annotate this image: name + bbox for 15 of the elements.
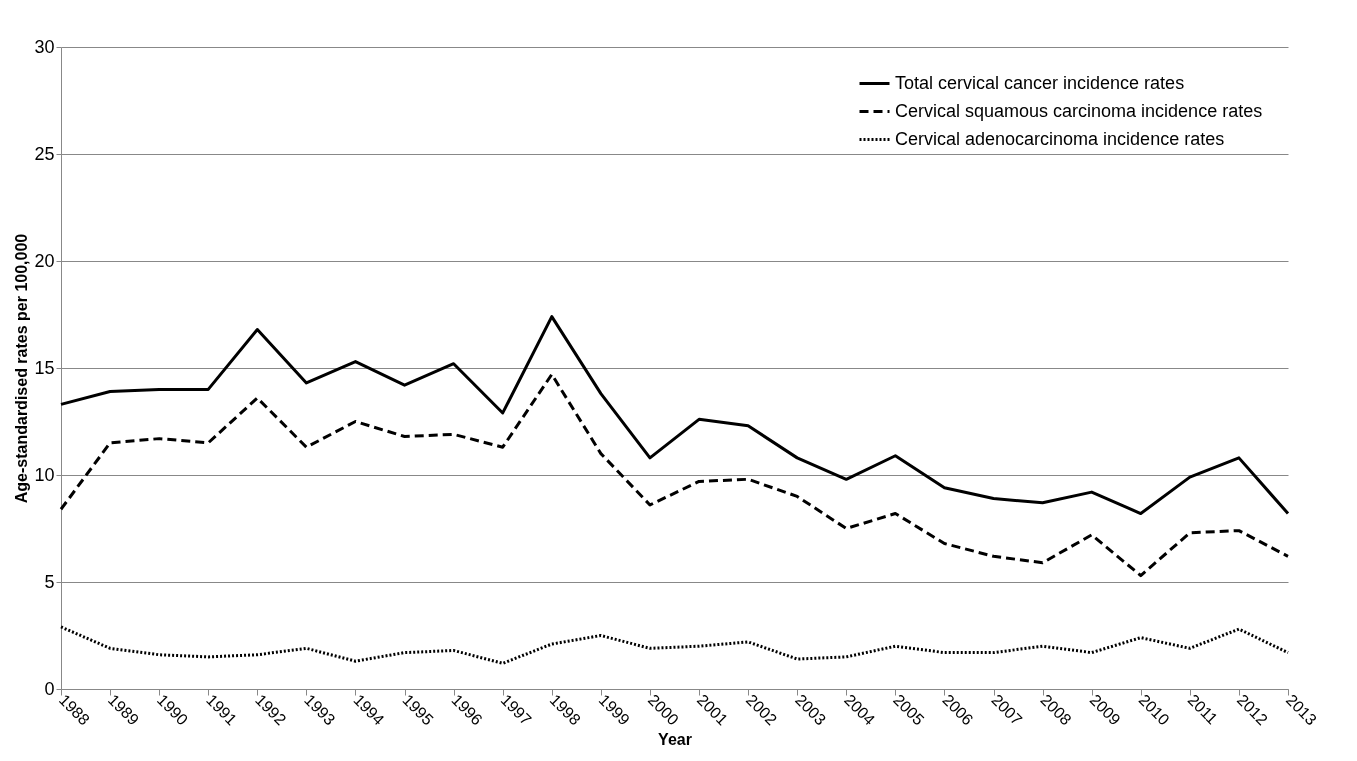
y-tick-label: 20 (34, 250, 55, 271)
line-series (59, 315, 1290, 516)
legend-label: Cervical squamous carcinoma incidence rates (895, 100, 1263, 121)
y-tick-label: 30 (34, 36, 55, 57)
y-tick-label: 15 (34, 357, 55, 378)
y-tick-label: 10 (34, 464, 55, 485)
y-tick-label: 25 (34, 143, 55, 164)
legend-label: Cervical adenocarcinoma incidence rates (895, 128, 1225, 149)
x-axis-title: Year (658, 731, 692, 749)
y-tick-label: 5 (44, 571, 55, 592)
line-series (59, 372, 1290, 578)
y-tick-label: 0 (44, 678, 55, 699)
legend-label: Total cervical cancer incidence rates (895, 72, 1185, 93)
y-axis-title: Age-standardised rates per 100,000 (13, 233, 31, 504)
line-series (59, 625, 1290, 665)
